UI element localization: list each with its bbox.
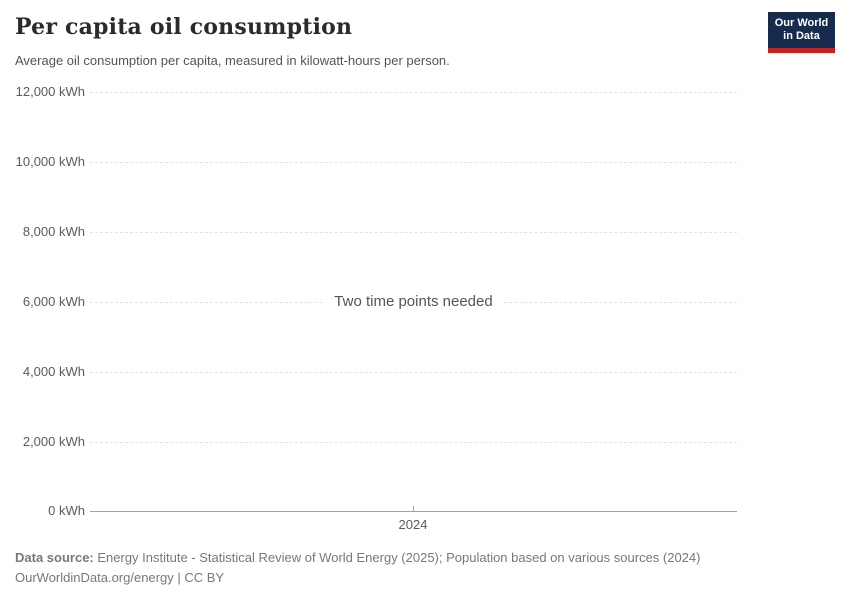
empty-state-message-row: Two time points needed [90,292,737,311]
owid-logo-text: Our World in Data [768,12,835,48]
gridline-8000 [90,232,737,233]
owid-logo[interactable]: Our World in Data [768,12,835,53]
owid-logo-red-bar [768,48,835,53]
y-tick-label: 0 kWh [48,503,85,518]
x-tick-label: 2024 [398,517,428,532]
gridline-2000 [90,442,737,443]
chart-title: Per capita oil consumption [15,14,353,40]
y-tick-label: 8,000 kWh [22,224,85,239]
x-axis-line [90,511,737,512]
chart-subtitle: Average oil consumption per capita, meas… [15,53,450,68]
data-source-text: Energy Institute - Statistical Review of… [93,550,701,565]
chart-footer: Data source: Energy Institute - Statisti… [15,548,835,588]
y-tick-label: 2,000 kWh [22,434,85,449]
gridline-10000 [90,162,737,163]
gridline-12000 [90,92,737,93]
y-tick-label: 12,000 kWh [15,84,85,99]
owid-url-license-link[interactable]: OurWorldinData.org/energy | CC BY [15,570,225,585]
data-source-line: Data source: Energy Institute - Statisti… [15,548,835,568]
y-tick-label: 10,000 kWh [15,154,85,169]
gridline-4000 [90,372,737,373]
empty-state-message: Two time points needed [324,292,503,311]
owid-logo-line1: Our World [774,17,829,29]
x-tick-mark-2024 [413,506,414,511]
owid-logo-line2: in Data [783,30,820,42]
y-tick-label: 4,000 kWh [22,364,85,379]
data-source-label: Data source: [15,550,94,565]
y-tick-label: 6,000 kWh [22,294,85,309]
